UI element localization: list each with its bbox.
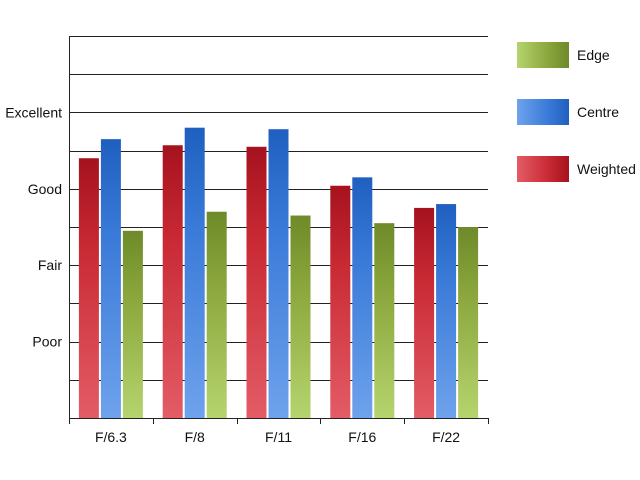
x-tick-label: F/6.3 — [95, 429, 127, 445]
x-tick-label: F/11 — [265, 429, 292, 445]
legend-item-centre: Centre — [517, 99, 640, 125]
bar-edge-3 — [374, 223, 395, 418]
bar-weighted-0 — [78, 158, 99, 419]
bar-edge-4 — [458, 227, 479, 418]
x-tick-labels: F/6.3 F/8 F/11 F/16 F/22 — [95, 429, 460, 445]
legend-item-weighted: Weighted — [517, 156, 640, 182]
legend-label-weighted: Weighted — [577, 161, 636, 177]
legend-label-centre: Centre — [577, 104, 620, 120]
bar-centre-4 — [436, 204, 457, 418]
bar-centre-0 — [100, 139, 121, 418]
bar-weighted-4 — [414, 207, 435, 418]
legend-item-edge: Edge — [517, 42, 640, 68]
y-tick-label: Excellent — [5, 104, 62, 120]
bar-edge-2 — [290, 215, 311, 418]
bar-edge-0 — [122, 230, 143, 418]
legend-label-edge: Edge — [577, 47, 610, 63]
bars — [78, 127, 479, 419]
axes — [69, 36, 489, 424]
y-tick-label: Good — [28, 181, 62, 197]
bar-centre-3 — [352, 177, 373, 418]
legend-swatch-edge — [517, 42, 569, 68]
bar-centre-1 — [184, 127, 205, 419]
y-tick-labels: Poor Fair Good Excellent — [5, 104, 62, 349]
legend-swatch-centre — [517, 99, 569, 125]
x-tick-label: F/22 — [432, 429, 460, 445]
y-tick-label: Fair — [38, 257, 62, 273]
bar-edge-1 — [206, 211, 227, 418]
bar-weighted-1 — [162, 145, 183, 418]
bar-centre-2 — [268, 129, 289, 418]
x-tick-label: F/16 — [348, 429, 376, 445]
bar-weighted-2 — [246, 146, 267, 418]
legend-swatch-weighted — [517, 156, 569, 182]
bar-weighted-3 — [330, 185, 351, 418]
y-tick-label: Poor — [32, 334, 62, 350]
x-tick-label: F/8 — [185, 429, 205, 445]
